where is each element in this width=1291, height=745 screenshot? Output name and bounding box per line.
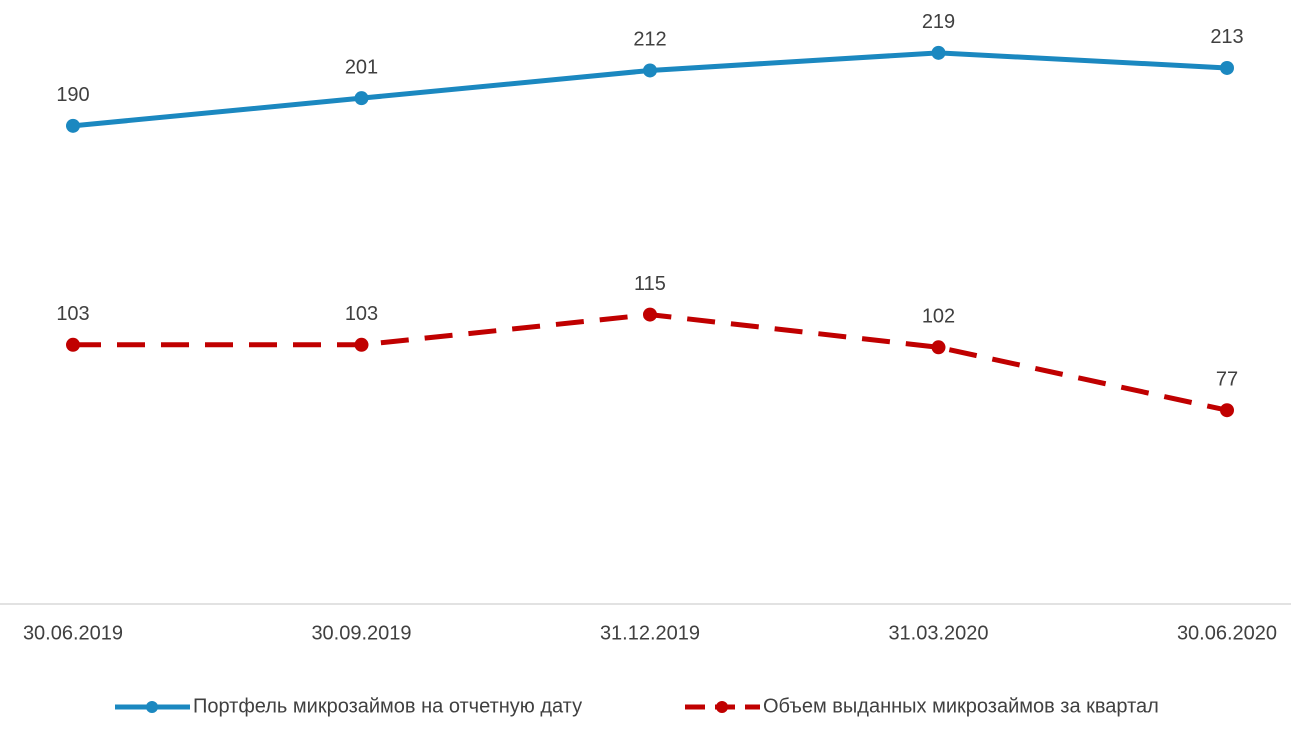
x-tick-label: 30.06.2019 [23, 622, 123, 644]
data-point [643, 63, 657, 78]
data-label: 213 [1210, 26, 1243, 48]
legend-label: Портфель микрозаймов на отчетную дату [193, 695, 582, 717]
data-point [66, 118, 80, 133]
data-point [1220, 60, 1234, 75]
data-point [354, 91, 369, 106]
data-label: 77 [1216, 368, 1238, 390]
data-label: 190 [56, 84, 89, 106]
data-point [931, 45, 946, 60]
x-tick-label: 31.03.2020 [888, 622, 988, 644]
x-tick-label: 31.12.2019 [600, 622, 700, 644]
data-label: 103 [345, 303, 378, 325]
data-label: 201 [345, 56, 378, 78]
data-point [1220, 403, 1234, 418]
legend-label: Объем выданных микрозаймов за квартал [763, 695, 1159, 717]
data-label: 219 [922, 11, 955, 33]
legend-marker [716, 701, 728, 713]
data-label: 103 [56, 303, 89, 325]
data-point [66, 337, 80, 352]
x-tick-label: 30.06.2020 [1177, 622, 1277, 644]
data-point [643, 307, 657, 322]
data-point [931, 340, 946, 355]
data-label: 212 [633, 29, 666, 51]
data-point [354, 337, 369, 352]
x-tick-label: 30.09.2019 [311, 622, 411, 644]
data-label: 115 [634, 273, 666, 295]
series-line [73, 312, 1228, 413]
data-label: 102 [922, 306, 955, 328]
legend-marker [146, 701, 158, 713]
